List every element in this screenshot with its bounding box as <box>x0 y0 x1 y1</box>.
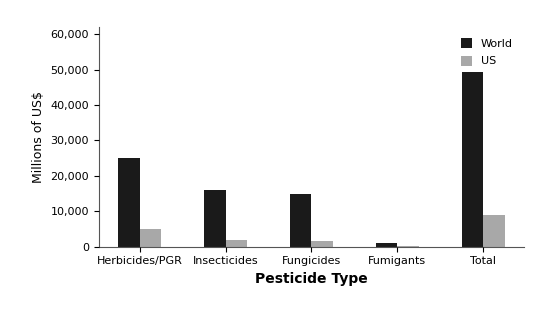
Bar <box>290 193 311 247</box>
Y-axis label: Millions of US$: Millions of US$ <box>32 91 45 183</box>
Bar <box>483 215 505 247</box>
Bar <box>118 158 140 247</box>
Bar <box>226 239 247 247</box>
Legend: World, US: World, US <box>455 33 519 72</box>
Bar <box>311 241 333 247</box>
Bar <box>462 48 483 247</box>
Bar <box>376 243 398 247</box>
Bar <box>140 229 161 247</box>
X-axis label: Pesticide Type: Pesticide Type <box>255 272 368 286</box>
Bar <box>204 190 226 247</box>
Bar <box>398 246 419 247</box>
